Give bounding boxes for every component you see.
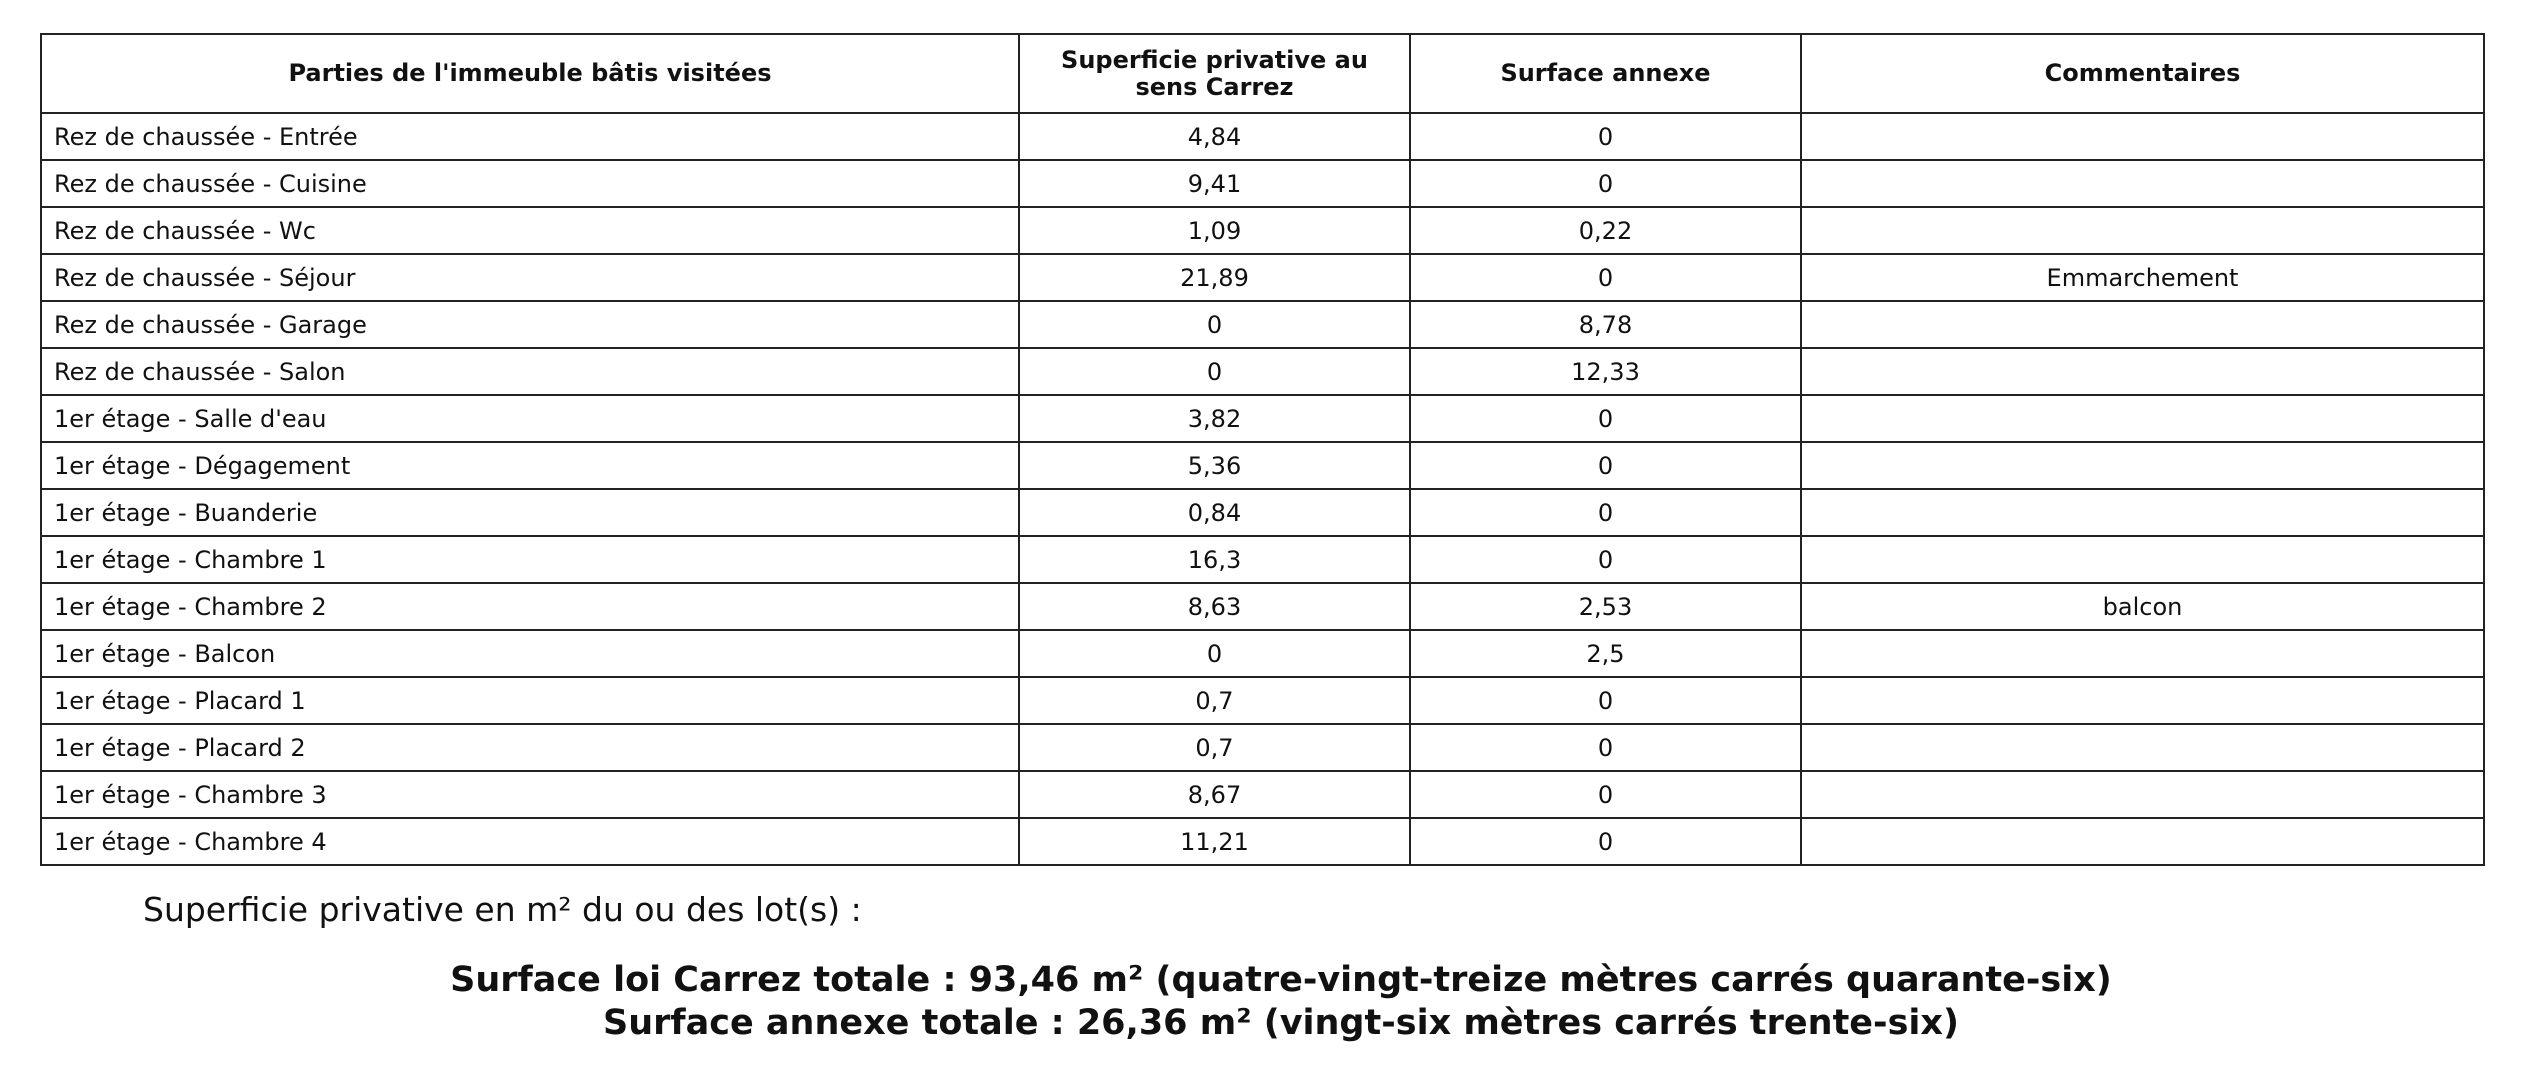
table-cell: 9,41 — [1018, 159, 1411, 208]
table-cell: Rez de chaussée - Entrée — [40, 112, 1020, 161]
table-cell: 1er étage - Balcon — [40, 629, 1020, 678]
table-cell: 0 — [1409, 676, 1802, 725]
column-header: Commentaires — [1800, 33, 2485, 114]
table-cell — [1800, 347, 2485, 396]
table-cell: 0 — [1409, 112, 1802, 161]
table-row: 1er étage - Placard 2 0,7 0 — [40, 723, 2485, 772]
table-cell — [1800, 723, 2485, 772]
table-cell: 0,84 — [1018, 488, 1411, 537]
table-cell: 5,36 — [1018, 441, 1411, 490]
table-row: 1er étage - Chambre 3 8,67 0 — [40, 770, 2485, 819]
table-cell: 4,84 — [1018, 112, 1411, 161]
table-cell: 1er étage - Chambre 4 — [40, 817, 1020, 866]
table-cell: 8,63 — [1018, 582, 1411, 631]
table-cell — [1800, 394, 2485, 443]
table-cell: 0 — [1409, 441, 1802, 490]
table-cell: 16,3 — [1018, 535, 1411, 584]
table-row: Rez de chaussée - Entrée 4,84 0 — [40, 112, 2485, 161]
table-cell: 1er étage - Dégagement — [40, 441, 1020, 490]
table-cell — [1800, 770, 2485, 819]
column-header: Surface annexe — [1409, 33, 1802, 114]
surface-table: Parties de l'immeuble bâtis visitées Supe… — [40, 33, 2485, 866]
summary-intro: Superficie privative en m² du ou des lot… — [143, 890, 862, 929]
table-row: Rez de chaussée - Salon 0 12,33 — [40, 347, 2485, 396]
table-cell: 2,5 — [1409, 629, 1802, 678]
table-row: 1er étage - Salle d'eau 3,82 0 — [40, 394, 2485, 443]
table-cell: balcon — [1800, 582, 2485, 631]
table-cell — [1800, 441, 2485, 490]
table-cell: 3,82 — [1018, 394, 1411, 443]
table-cell: 0 — [1409, 394, 1802, 443]
table-cell: 1er étage - Chambre 3 — [40, 770, 1020, 819]
table-row: 1er étage - Dégagement 5,36 0 — [40, 441, 2485, 490]
table-cell — [1800, 300, 2485, 349]
table-cell: Rez de chaussée - Salon — [40, 347, 1020, 396]
table-cell: 0 — [1409, 488, 1802, 537]
table-cell — [1800, 676, 2485, 725]
table-row: Rez de chaussée - Séjour 21,89 0 Emmarcheme… — [40, 253, 2485, 302]
table-cell — [1800, 206, 2485, 255]
table-cell — [1800, 817, 2485, 866]
table-row: 1er étage - Chambre 4 11,21 0 — [40, 817, 2485, 866]
table-cell — [1800, 159, 2485, 208]
table-cell: 0,22 — [1409, 206, 1802, 255]
table-cell: 8,67 — [1018, 770, 1411, 819]
table-row: Rez de chaussée - Cuisine 9,41 0 — [40, 159, 2485, 208]
table-body: Rez de chaussée - Entrée 4,84 0 Rez de chau… — [40, 112, 2485, 866]
table-cell — [1800, 629, 2485, 678]
table-cell: Emmarchement — [1800, 253, 2485, 302]
table-cell: 1er étage - Buanderie — [40, 488, 1020, 537]
table-cell: 11,21 — [1018, 817, 1411, 866]
table-cell: 12,33 — [1409, 347, 1802, 396]
table-cell: 1er étage - Placard 2 — [40, 723, 1020, 772]
table-cell — [1800, 112, 2485, 161]
table-cell: 1,09 — [1018, 206, 1411, 255]
table-cell: 0 — [1409, 253, 1802, 302]
table-cell: 0 — [1409, 817, 1802, 866]
table-cell: 0,7 — [1018, 723, 1411, 772]
column-header: Superficie privative au sens Carrez — [1018, 33, 1411, 114]
carrez-total: Surface loi Carrez totale : 93,46 m² (qu… — [450, 960, 2112, 1000]
table-row: 1er étage - Chambre 2 8,63 2,53 balcon — [40, 582, 2485, 631]
table-row: 1er étage - Chambre 1 16,3 0 — [40, 535, 2485, 584]
table-row: Rez de chaussée - Wc 1,09 0,22 — [40, 206, 2485, 255]
table-cell: 0 — [1018, 629, 1411, 678]
table-cell: 1er étage - Salle d'eau — [40, 394, 1020, 443]
table-cell: 0 — [1018, 347, 1411, 396]
table-cell: 21,89 — [1018, 253, 1411, 302]
table-row: 1er étage - Balcon 0 2,5 — [40, 629, 2485, 678]
table-cell: 0 — [1409, 723, 1802, 772]
table-cell: Rez de chaussée - Wc — [40, 206, 1020, 255]
table-cell — [1800, 488, 2485, 537]
table-cell: 1er étage - Chambre 2 — [40, 582, 1020, 631]
table-cell: 1er étage - Placard 1 — [40, 676, 1020, 725]
table-cell — [1800, 535, 2485, 584]
table-cell: 1er étage - Chambre 1 — [40, 535, 1020, 584]
column-header: Parties de l'immeuble bâtis visitées — [40, 33, 1020, 114]
table-cell: 0 — [1409, 770, 1802, 819]
annexe-total: Surface annexe totale : 26,36 m² (vingt-… — [603, 1003, 1959, 1043]
table-cell: 0,7 — [1018, 676, 1411, 725]
table-row: 1er étage - Placard 1 0,7 0 — [40, 676, 2485, 725]
table-cell: Rez de chaussée - Cuisine — [40, 159, 1020, 208]
table-cell: 0 — [1409, 535, 1802, 584]
header-row: Parties de l'immeuble bâtis visitées Supe… — [40, 33, 2485, 114]
table-cell: 2,53 — [1409, 582, 1802, 631]
table-row: Rez de chaussée - Garage 0 8,78 — [40, 300, 2485, 349]
table-cell: 0 — [1018, 300, 1411, 349]
table-cell: 0 — [1409, 159, 1802, 208]
table-cell: Rez de chaussée - Garage — [40, 300, 1020, 349]
table-cell: Rez de chaussée - Séjour — [40, 253, 1020, 302]
table-cell: 8,78 — [1409, 300, 1802, 349]
table-row: 1er étage - Buanderie 0,84 0 — [40, 488, 2485, 537]
